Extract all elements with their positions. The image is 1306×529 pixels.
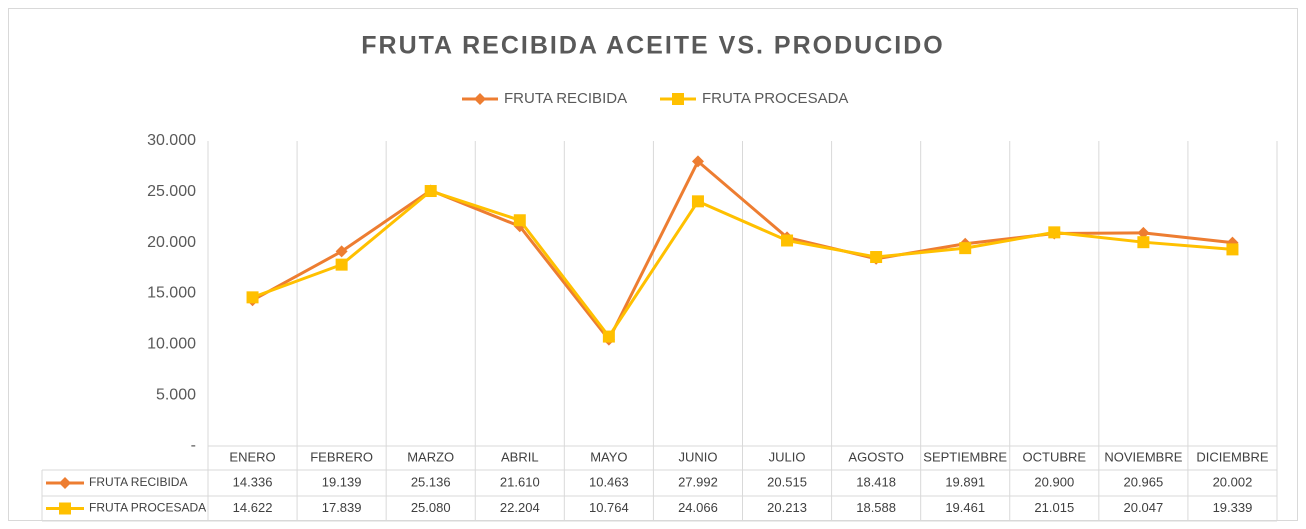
y-tick-label: - (191, 437, 196, 454)
point (602, 330, 615, 343)
table-cell: 20.047 (1123, 500, 1163, 515)
legend-label: FRUTA PROCESADA (702, 90, 848, 107)
x-tick-label: ENERO (229, 449, 275, 464)
x-tick-label: JUNIO (678, 449, 717, 464)
table-cell: 22.204 (500, 500, 540, 515)
y-tick-label: 5.000 (156, 386, 196, 403)
table-cell: 19.139 (322, 474, 362, 489)
legend-label: FRUTA RECIBIDA (504, 90, 627, 107)
x-tick-label: JULIO (769, 449, 806, 464)
table-cell: 18.588 (856, 500, 896, 515)
legend-marker (474, 93, 486, 105)
point (246, 291, 259, 304)
point (870, 251, 883, 264)
table-cell: 24.066 (678, 500, 718, 515)
table-cell: 20.900 (1034, 474, 1074, 489)
point (1226, 243, 1239, 256)
table-cell: 18.418 (856, 474, 896, 489)
table-row-label: FRUTA PROCESADA (89, 501, 206, 515)
point (691, 195, 704, 208)
x-tick-label: ABRIL (501, 449, 539, 464)
table-cell: 10.764 (589, 500, 629, 515)
x-tick-label: MAYO (590, 449, 627, 464)
chart-title: FRUTA RECIBIDA ACEITE VS. PRODUCIDO (361, 32, 944, 60)
table-cell: 21.015 (1034, 500, 1074, 515)
point (1137, 226, 1150, 239)
point (959, 242, 972, 255)
x-tick-label: OCTUBRE (1023, 449, 1087, 464)
table-key-marker (59, 477, 71, 489)
table-cell: 20.213 (767, 500, 807, 515)
y-tick-label: 30.000 (147, 132, 196, 149)
table-cell: 14.336 (233, 474, 273, 489)
point (424, 185, 437, 198)
x-tick-label: AGOSTO (848, 449, 903, 464)
point (335, 258, 348, 271)
table-cell: 19.891 (945, 474, 985, 489)
point (335, 245, 348, 258)
point (1048, 226, 1061, 239)
y-tick-label: 20.000 (147, 234, 196, 251)
x-tick-label: DICIEMBRE (1196, 449, 1269, 464)
table-key-marker (59, 502, 71, 515)
table-cell: 25.136 (411, 474, 451, 489)
x-tick-label: NOVIEMBRE (1104, 449, 1182, 464)
table-cell: 20.002 (1213, 474, 1253, 489)
y-tick-label: 15.000 (147, 285, 196, 302)
table-cell: 17.839 (322, 500, 362, 515)
x-tick-label: MARZO (407, 449, 454, 464)
point (513, 214, 526, 227)
table-row-label: FRUTA RECIBIDA (89, 475, 187, 489)
point (691, 155, 704, 168)
table-cell: 20.515 (767, 474, 807, 489)
x-tick-label: FEBRERO (310, 449, 373, 464)
table-cell: 27.992 (678, 474, 718, 489)
table-cell: 19.461 (945, 500, 985, 515)
x-tick-label: SEPTIEMBRE (923, 449, 1007, 464)
table-cell: 21.610 (500, 474, 540, 489)
point (1137, 236, 1150, 249)
series-line (252, 189, 1233, 339)
table-cell: 20.965 (1123, 474, 1163, 489)
y-tick-label: 25.000 (147, 183, 196, 200)
y-tick-label: 10.000 (147, 336, 196, 353)
point (781, 234, 794, 247)
table-cell: 25.080 (411, 500, 451, 515)
legend-marker (672, 93, 684, 105)
table-cell: 19.339 (1213, 500, 1253, 515)
table-cell: 14.622 (233, 500, 273, 515)
table-cell: 10.463 (589, 474, 629, 489)
